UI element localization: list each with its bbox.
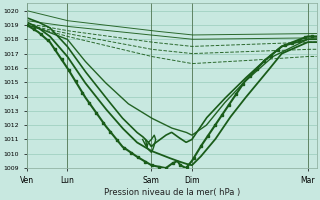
X-axis label: Pression niveau de la mer( hPa ): Pression niveau de la mer( hPa ) bbox=[103, 188, 240, 197]
